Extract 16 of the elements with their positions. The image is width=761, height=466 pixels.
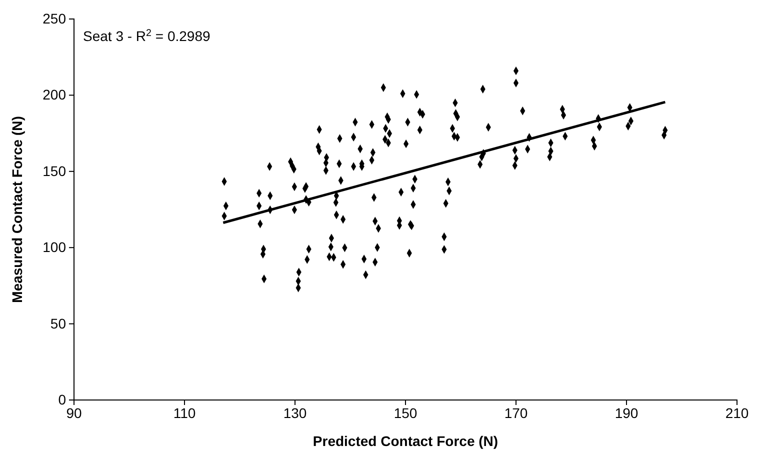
y-axis-title: Measured Contact Force (N) xyxy=(9,116,25,303)
x-tick-label: 150 xyxy=(394,404,418,421)
x-tick-label: 170 xyxy=(504,404,528,421)
x-tick-label: 210 xyxy=(725,404,749,421)
annotation: Seat 3 - R$^{2}$ = 0.2989 xyxy=(83,28,210,44)
y-tick-label: 50 xyxy=(50,315,66,332)
x-axis-title: Predicted Contact Force (N) xyxy=(312,433,498,449)
y-tick-label: 250 xyxy=(42,10,66,26)
x-tick-label: 190 xyxy=(614,404,638,421)
x-tick-label: 110 xyxy=(173,404,196,421)
y-tick-label: 100 xyxy=(42,239,66,256)
y-tick-label: 200 xyxy=(42,86,66,103)
x-tick-label: 130 xyxy=(283,404,307,421)
y-tick-label: 0 xyxy=(58,391,66,408)
y-tick-label: 150 xyxy=(42,162,66,179)
x-tick-label: 90 xyxy=(66,404,82,421)
